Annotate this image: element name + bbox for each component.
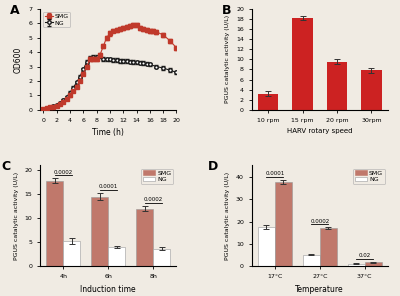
Y-axis label: OD600: OD600: [14, 46, 23, 73]
Y-axis label: PGUS catalytic activity (U/L): PGUS catalytic activity (U/L): [14, 172, 19, 260]
Y-axis label: PGUS catalytic activity (U/L): PGUS catalytic activity (U/L): [226, 172, 230, 260]
Bar: [63, 241, 80, 266]
Legend: SMG, NG: SMG, NG: [141, 168, 173, 184]
Text: 0.02: 0.02: [358, 253, 371, 258]
Bar: [303, 255, 320, 266]
Text: 0.0002: 0.0002: [54, 170, 73, 175]
Text: B: B: [222, 4, 231, 17]
Text: C: C: [2, 160, 11, 173]
Bar: [46, 181, 63, 266]
Legend: SMG, NG: SMG, NG: [353, 168, 385, 184]
Legend: SMG, NG: SMG, NG: [43, 12, 70, 28]
Bar: [258, 227, 275, 266]
Bar: [320, 228, 337, 266]
Bar: [348, 264, 365, 266]
Text: 0.0002: 0.0002: [310, 218, 329, 223]
Bar: [91, 197, 108, 266]
Text: 0.0001: 0.0001: [265, 171, 284, 176]
Bar: [292, 18, 313, 110]
Bar: [327, 62, 347, 110]
Bar: [258, 94, 278, 110]
Bar: [108, 247, 125, 266]
X-axis label: Time (h): Time (h): [92, 128, 124, 137]
X-axis label: HARV rotary speed: HARV rotary speed: [287, 128, 352, 134]
Bar: [275, 182, 292, 266]
Bar: [153, 249, 170, 266]
Bar: [136, 209, 153, 266]
Text: 0.0001: 0.0001: [99, 184, 118, 189]
Text: A: A: [10, 4, 20, 17]
Bar: [361, 70, 382, 110]
X-axis label: Temperature: Temperature: [296, 284, 344, 294]
Text: 0.0002: 0.0002: [144, 197, 163, 202]
X-axis label: Induction time: Induction time: [80, 284, 136, 294]
Y-axis label: PGUS catalytic activity (U/L): PGUS catalytic activity (U/L): [226, 15, 230, 103]
Text: D: D: [208, 160, 218, 173]
Bar: [365, 262, 382, 266]
